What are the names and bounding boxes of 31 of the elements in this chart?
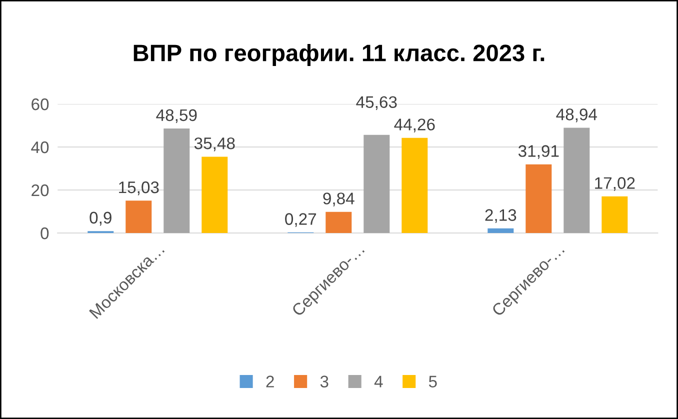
bar	[402, 138, 428, 233]
bar	[202, 156, 228, 233]
legend-label: 4	[374, 376, 383, 388]
chart-title: ВПР по географии. 11 класс. 2023 г.	[134, 44, 544, 66]
data-label: 0,27	[285, 213, 316, 227]
y-tick-label: 40	[31, 141, 49, 154]
data-label: 15,03	[119, 181, 159, 196]
data-label: 17,02	[595, 177, 635, 191]
bar	[488, 228, 514, 233]
data-label: 48,94	[556, 108, 598, 122]
data-label: 35,48	[194, 137, 235, 152]
legend-label: 2	[266, 376, 274, 388]
data-label: 48,59	[156, 109, 197, 124]
legend-label: 5	[428, 376, 437, 388]
bar	[364, 134, 390, 233]
y-tick-label: 0	[40, 227, 49, 240]
data-label: 31,91	[518, 145, 559, 159]
y-tick-label: 60	[32, 98, 49, 110]
bar	[602, 196, 628, 233]
bar	[126, 200, 152, 233]
legend-label: 3	[320, 376, 328, 388]
bar	[526, 164, 552, 233]
y-tick-label: 20	[32, 184, 49, 196]
data-label: 9,84	[323, 192, 354, 206]
data-label: 45,63	[356, 96, 397, 110]
bar	[326, 212, 352, 233]
data-label: 2,13	[485, 209, 516, 223]
data-label: 44,26	[394, 118, 435, 132]
bar	[564, 128, 590, 233]
bar	[164, 128, 190, 233]
data-label: 0,9	[90, 212, 112, 226]
